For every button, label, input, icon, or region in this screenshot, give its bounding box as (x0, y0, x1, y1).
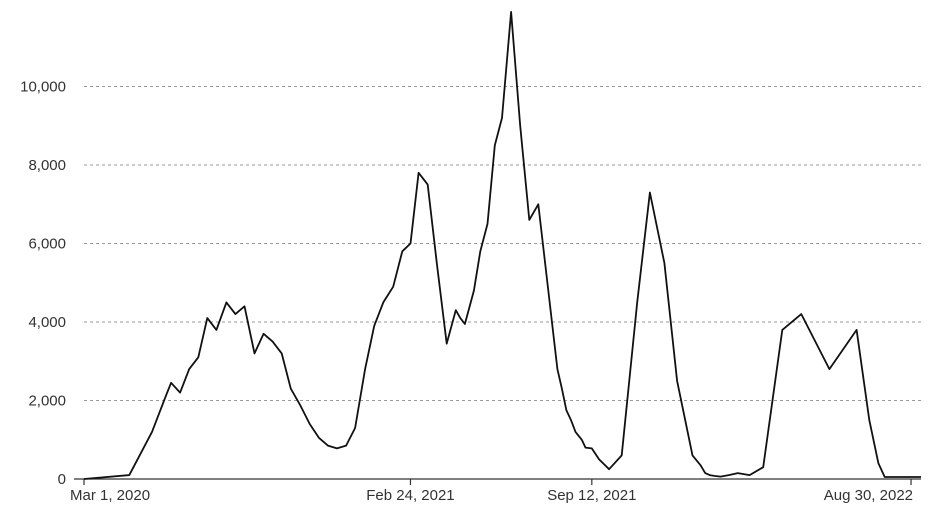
series-line (83, 11, 921, 480)
y-tick-label: 2,000 (28, 393, 66, 410)
x-axis-ticks (83, 479, 912, 485)
x-tick-label: Aug 30, 2022 (824, 487, 913, 504)
x-tick-label: Sep 12, 2021 (547, 487, 636, 504)
x-axis-tick-labels: Mar 1, 2020 Feb 24, 2021 Sep 12, 2021 Aug 3… (70, 487, 913, 504)
y-axis-tick-labels: 0 2,000 4,000 6,000 8,000 10,000 (20, 79, 66, 489)
y-tick-label: 4,000 (28, 314, 66, 331)
x-tick-label: Mar 1, 2020 (70, 487, 150, 504)
grid-lines (84, 86, 921, 401)
x-tick-label: Feb 24, 2021 (366, 487, 454, 504)
y-tick-label: 8,000 (28, 157, 66, 174)
y-tick-label: 6,000 (28, 236, 66, 253)
y-tick-label: 0 (58, 471, 66, 488)
y-tick-label: 10,000 (20, 79, 66, 96)
